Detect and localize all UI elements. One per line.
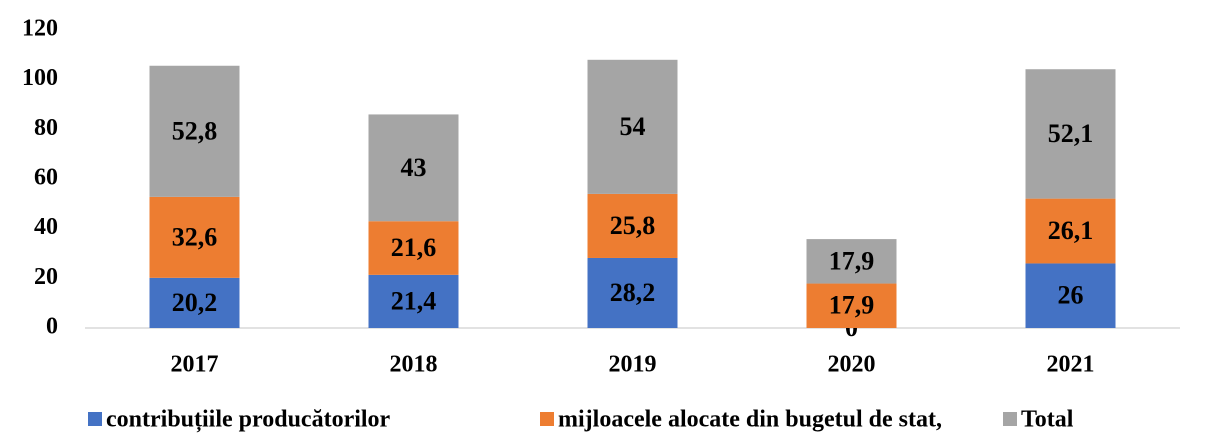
x-tick-label: 2021	[1047, 352, 1095, 378]
x-tick-label: 2017	[171, 352, 219, 378]
bar-segment	[806, 239, 897, 284]
bar-segment	[368, 221, 459, 275]
bar-segment	[1025, 69, 1116, 199]
y-tick-label: 120	[22, 16, 58, 42]
data-label: 25,8	[610, 211, 656, 240]
data-label: 20,2	[172, 288, 218, 317]
x-tick-label: 2019	[609, 352, 657, 378]
bar-segment	[149, 196, 240, 278]
data-label: 32,6	[172, 222, 218, 251]
bar-segment	[149, 65, 240, 197]
legend-swatch	[88, 412, 102, 426]
data-label: 21,4	[391, 286, 437, 315]
data-label: 52,8	[172, 116, 218, 145]
data-label: 26,1	[1048, 216, 1094, 245]
y-tick-label: 20	[34, 264, 58, 290]
bar-segment	[587, 193, 678, 258]
x-tick-label: 2020	[828, 352, 876, 378]
bar-segment	[149, 277, 240, 328]
x-tick-label: 2018	[390, 352, 438, 378]
bar-segment	[368, 274, 459, 328]
bar-segment	[1025, 263, 1116, 328]
y-tick-label: 0	[46, 314, 58, 340]
y-tick-label: 80	[34, 115, 58, 141]
bar-segment	[368, 114, 459, 222]
y-tick-label: 100	[22, 65, 58, 91]
bar-segment	[587, 59, 678, 194]
data-label: 43	[401, 153, 427, 182]
bar-segment	[587, 257, 678, 328]
legend-label: Total	[1021, 407, 1074, 433]
legend-swatch	[1003, 412, 1017, 426]
y-tick-label: 40	[34, 214, 58, 240]
data-label: 17,9	[829, 291, 875, 320]
data-label: 54	[620, 112, 646, 141]
y-tick-label: 60	[34, 165, 58, 191]
data-label: 28,2	[610, 278, 656, 307]
legend-swatch	[540, 412, 554, 426]
legend-label: contribuțiile producătorilor	[106, 407, 391, 433]
bar-segment	[1025, 198, 1116, 264]
legend-label: mijloacele alocate din bugetul de stat,	[558, 407, 942, 433]
bar-segment	[806, 283, 897, 328]
data-label: 52,1	[1048, 119, 1094, 148]
data-label: 26	[1058, 281, 1084, 310]
data-label: 17,9	[829, 246, 875, 275]
data-label: 21,6	[391, 233, 437, 262]
